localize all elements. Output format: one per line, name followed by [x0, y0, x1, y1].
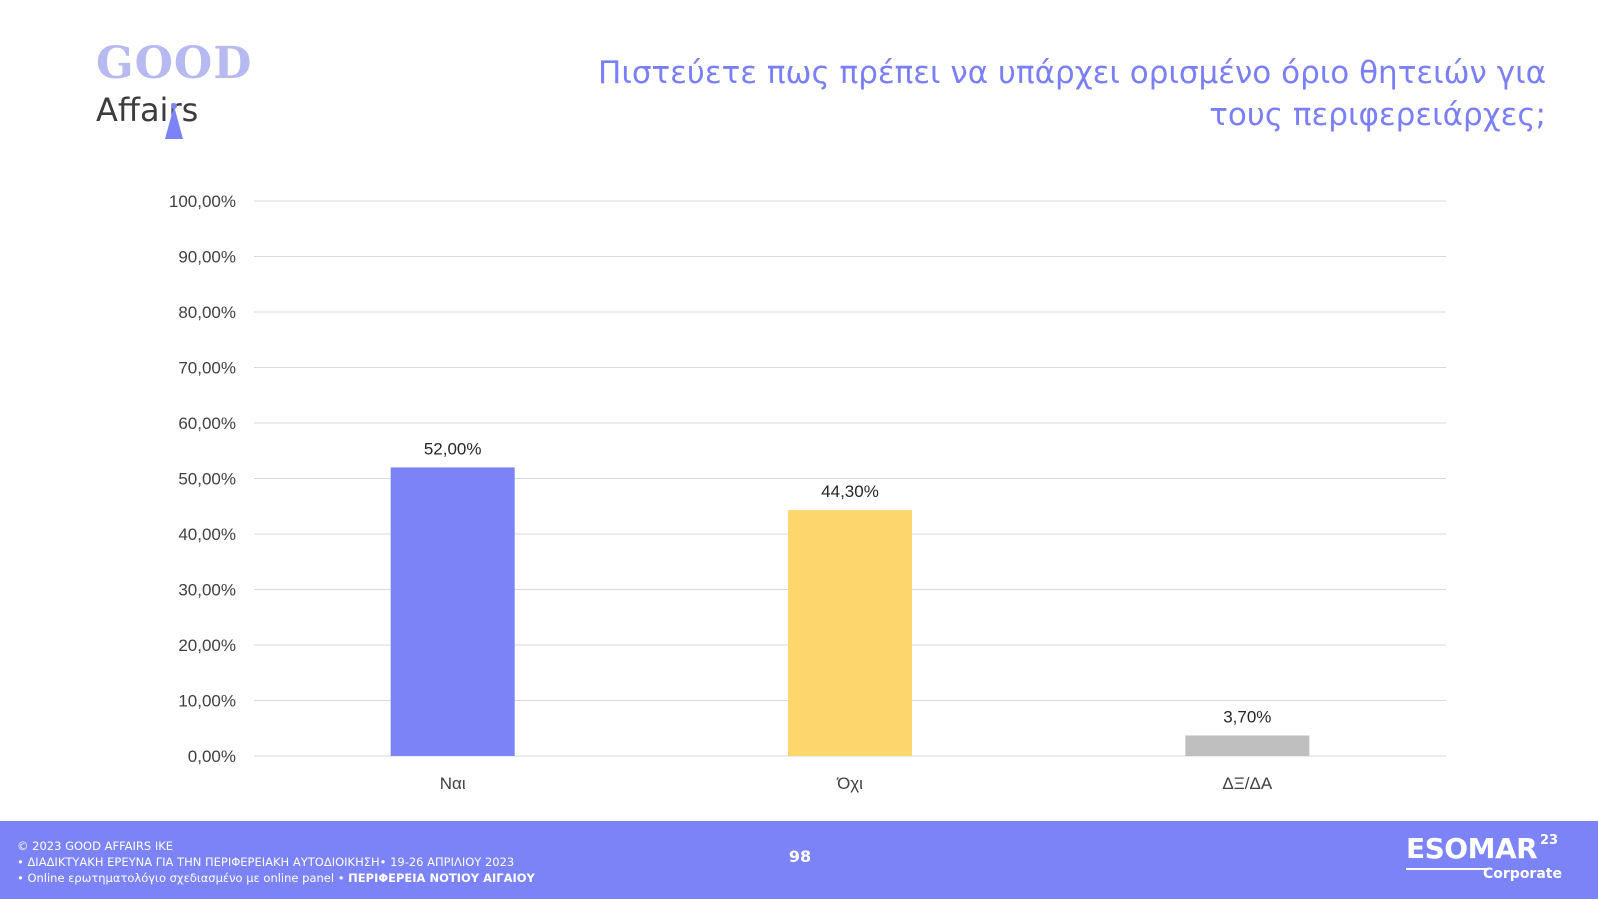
y-tick-label: 40,00% — [178, 525, 236, 544]
y-tick-label: 60,00% — [178, 414, 236, 433]
footer-notes: © 2023 GOOD AFFAIRS IKE • ΔΙΑΔΙΚΤΥΑΚΗ ΕΡ… — [17, 838, 535, 886]
y-tick-label: 30,00% — [178, 581, 236, 600]
footer-method: • Online ερωτηματολόγιο σχεδιασμένο με o… — [17, 871, 345, 885]
data-label: 44,30% — [821, 482, 879, 501]
y-tick-label: 80,00% — [178, 303, 236, 322]
esomar-wordmark: ESOMAR — [1406, 832, 1538, 865]
esomar-logo: ESOMAR 23 Corporate — [1406, 831, 1566, 891]
y-tick-label: 70,00% — [178, 359, 236, 378]
bar-chart: 0,00% 10,00% 20,00% 30,00% 40,00% 50,00% 60,00… — [169, 192, 1446, 793]
logo-tie-icon — [165, 103, 183, 139]
x-tick-label: Ναι — [440, 774, 466, 793]
footer-copyright: © 2023 GOOD AFFAIRS IKE — [17, 839, 174, 853]
x-tick-label: Όχι — [836, 774, 863, 793]
bar — [1185, 735, 1310, 756]
footer-method-line: • Online ερωτηματολόγιο σχεδιασμένο με o… — [17, 870, 535, 886]
data-label: 52,00% — [424, 439, 482, 458]
esomar-corporate: Corporate — [1483, 866, 1562, 882]
y-tick-label: 10,00% — [178, 692, 236, 711]
esomar-year: 23 — [1540, 833, 1559, 848]
logo-affairs-text: Affairs — [96, 91, 199, 129]
footer-survey-info: • ΔΙΑΔΙΚΤΥΑΚΗ ΕΡΕΥΝΑ ΓΙΑ ΤΗΝ ΠΕΡΙΦΕΡΕΙΑΚ… — [17, 855, 515, 869]
footer-bar: © 2023 GOOD AFFAIRS IKE • ΔΙΑΔΙΚΤΥΑΚΗ ΕΡ… — [0, 821, 1598, 899]
y-tick-label: 20,00% — [178, 636, 236, 655]
x-tick-label: ΔΞ/ΔΑ — [1222, 774, 1272, 793]
footer-region: ΠΕΡΙΦΕΡΕΙΑ ΝΟΤΙΟΥ ΑΙΓΑΙΟΥ — [348, 871, 535, 885]
bar — [390, 467, 515, 756]
page-title: Πιστεύετε πως πρέπει να υπάρχει ορισμένο… — [598, 55, 1546, 133]
y-tick-label: 50,00% — [178, 470, 236, 489]
page-number: 98 — [788, 847, 812, 866]
data-label: 3,70% — [1223, 707, 1271, 726]
logo-good-text: GOOD — [96, 38, 253, 89]
bar — [788, 510, 912, 756]
y-tick-label: 100,00% — [169, 192, 236, 211]
good-affairs-logo: GOOD Affairs — [92, 38, 262, 148]
esomar-underline — [1406, 868, 1486, 870]
y-tick-label: 0,00% — [188, 747, 236, 766]
y-tick-label: 90,00% — [178, 248, 236, 267]
